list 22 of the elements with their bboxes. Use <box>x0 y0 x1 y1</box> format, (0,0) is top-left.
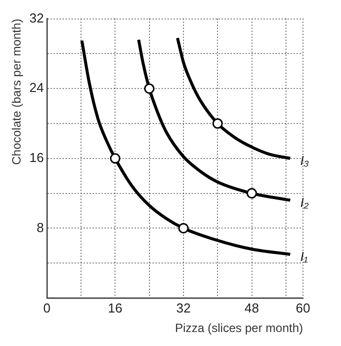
point <box>110 153 120 164</box>
point <box>212 118 223 129</box>
y-tick-label: 24 <box>29 80 44 96</box>
line-series <box>176 36 292 160</box>
y-tick-label: 16 <box>29 150 44 165</box>
x-tick-label: 60 <box>296 300 310 316</box>
line-series <box>80 39 292 256</box>
x-axis-title: Pizza (slices per month) <box>174 321 303 336</box>
y-tick-label: 32 <box>29 10 44 26</box>
series-label: I₃ <box>300 153 309 168</box>
x-tick-label: 0 <box>43 300 50 316</box>
y-axis-title: Chocolate (bars per month) <box>10 18 24 165</box>
point <box>246 188 258 199</box>
y-tick-label: 8 <box>36 220 44 235</box>
point <box>178 222 189 234</box>
series-label: I₁ <box>300 248 308 264</box>
x-tick-label: 16 <box>108 300 122 316</box>
point <box>144 83 155 94</box>
line-series <box>137 38 292 202</box>
x-tick-label: 48 <box>244 300 260 316</box>
x-tick-label: 32 <box>176 300 191 316</box>
series-label: I₂ <box>300 194 309 210</box>
